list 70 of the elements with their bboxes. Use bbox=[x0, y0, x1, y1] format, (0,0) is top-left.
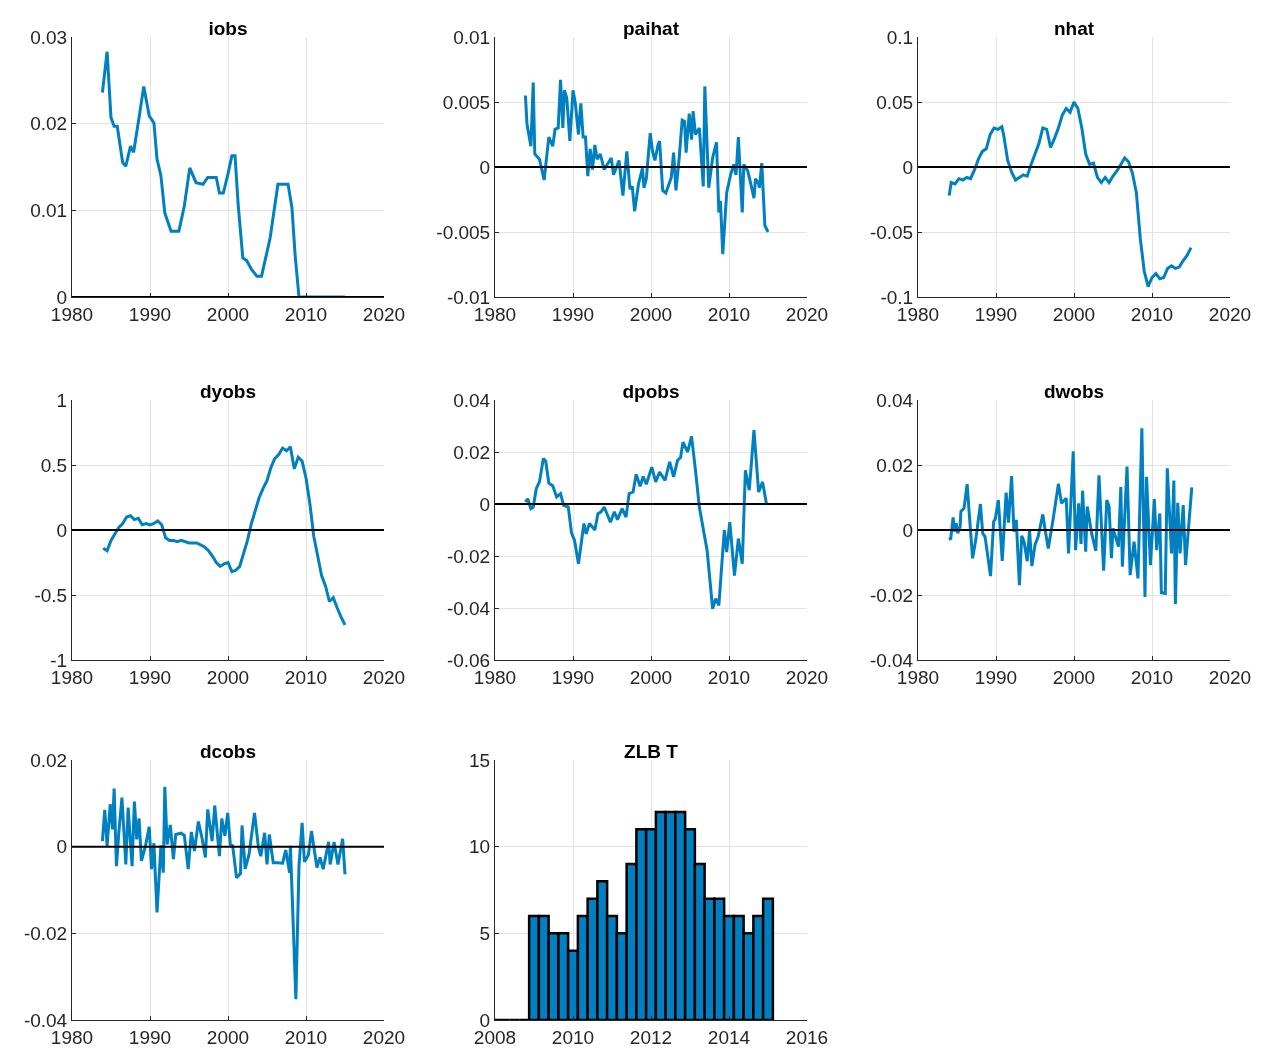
y-tick-label: 0 bbox=[56, 519, 68, 541]
x-tick-label: 2020 bbox=[785, 666, 829, 688]
x-tick-label: 2010 bbox=[1130, 303, 1174, 325]
y-tick-label: -0.005 bbox=[436, 221, 491, 243]
y-tick-label: -0.5 bbox=[34, 584, 68, 606]
y-tick-label: 0 bbox=[902, 519, 914, 541]
y-tick-label: 0.04 bbox=[453, 389, 491, 411]
x-tick-label: 2000 bbox=[206, 303, 250, 325]
x-tick-label: 2016 bbox=[785, 1026, 829, 1048]
y-tick-label: 0.5 bbox=[40, 454, 68, 476]
x-tick-label: 2020 bbox=[362, 666, 406, 688]
y-tick-label: -0.02 bbox=[23, 922, 68, 944]
x-tick-label: 2010 bbox=[284, 1026, 328, 1048]
y-tick-label: 0 bbox=[479, 156, 491, 178]
y-tick-label: 0.02 bbox=[30, 749, 68, 771]
x-tick-label: 2000 bbox=[629, 666, 673, 688]
x-tick-label: 2000 bbox=[206, 1026, 250, 1048]
x-tick-label: 2010 bbox=[551, 1026, 595, 1048]
x-tick-label: 2010 bbox=[1130, 666, 1174, 688]
y-tick-label: 0.1 bbox=[886, 26, 914, 48]
x-tick-label: 1990 bbox=[128, 1026, 172, 1048]
x-tick-label: 2020 bbox=[1208, 303, 1252, 325]
x-tick-label: 1990 bbox=[551, 303, 595, 325]
x-tick-label: 2000 bbox=[629, 303, 673, 325]
y-tick-label: 1 bbox=[56, 389, 68, 411]
chart-title: paihat bbox=[623, 18, 680, 39]
y-tick-label: 0.02 bbox=[30, 113, 68, 135]
y-tick-label: 10 bbox=[469, 836, 491, 858]
chart-title: iobs bbox=[208, 18, 248, 39]
y-tick-label: 0.01 bbox=[30, 199, 68, 221]
y-tick-label: 0.03 bbox=[30, 26, 68, 48]
chart-title: dyobs bbox=[200, 381, 256, 402]
x-tick-label: 2020 bbox=[785, 303, 829, 325]
x-tick-label: 1990 bbox=[128, 303, 172, 325]
x-tick-label: 2000 bbox=[1052, 666, 1096, 688]
x-tick-label: 1990 bbox=[974, 303, 1018, 325]
x-tick-label: 2000 bbox=[206, 666, 250, 688]
x-tick-label: 1990 bbox=[974, 666, 1018, 688]
y-tick-label: 0.05 bbox=[876, 91, 914, 113]
x-tick-label: 2020 bbox=[362, 303, 406, 325]
x-tick-label: 2014 bbox=[707, 1026, 751, 1048]
chart-title: dcobs bbox=[200, 741, 256, 762]
x-tick-label: 1990 bbox=[551, 666, 595, 688]
x-tick-label: 2010 bbox=[707, 666, 751, 688]
x-tick-label: 2010 bbox=[707, 303, 751, 325]
y-tick-label: -0.02 bbox=[446, 545, 491, 567]
y-tick-label: 0.02 bbox=[876, 454, 914, 476]
y-tick-label: 0 bbox=[56, 836, 68, 858]
y-tick-label: -0.04 bbox=[446, 597, 491, 619]
y-tick-label: 5 bbox=[479, 922, 491, 944]
chart-title: nhat bbox=[1053, 18, 1095, 39]
x-tick-label: 2012 bbox=[629, 1026, 673, 1048]
x-tick-label: 2020 bbox=[362, 1026, 406, 1048]
y-tick-label: 0.01 bbox=[453, 26, 491, 48]
x-tick-label: 2000 bbox=[1052, 303, 1096, 325]
y-tick-label: -0.05 bbox=[869, 221, 914, 243]
x-tick-label: 2010 bbox=[284, 303, 328, 325]
y-tick-label: 15 bbox=[469, 749, 491, 771]
y-tick-label: 0.005 bbox=[442, 91, 491, 113]
y-tick-label: 0 bbox=[902, 156, 914, 178]
chart-title: dpobs bbox=[622, 381, 680, 402]
x-tick-label: 2010 bbox=[284, 666, 328, 688]
y-tick-label: 0.02 bbox=[453, 441, 491, 463]
x-tick-label: 1990 bbox=[128, 666, 172, 688]
chart-title: ZLB T bbox=[624, 741, 679, 762]
x-tick-label: 2020 bbox=[1208, 666, 1252, 688]
y-tick-label: 0 bbox=[479, 493, 491, 515]
chart-title: dwobs bbox=[1043, 381, 1105, 402]
y-tick-label: 0.04 bbox=[876, 389, 914, 411]
y-tick-label: -0.02 bbox=[869, 584, 914, 606]
